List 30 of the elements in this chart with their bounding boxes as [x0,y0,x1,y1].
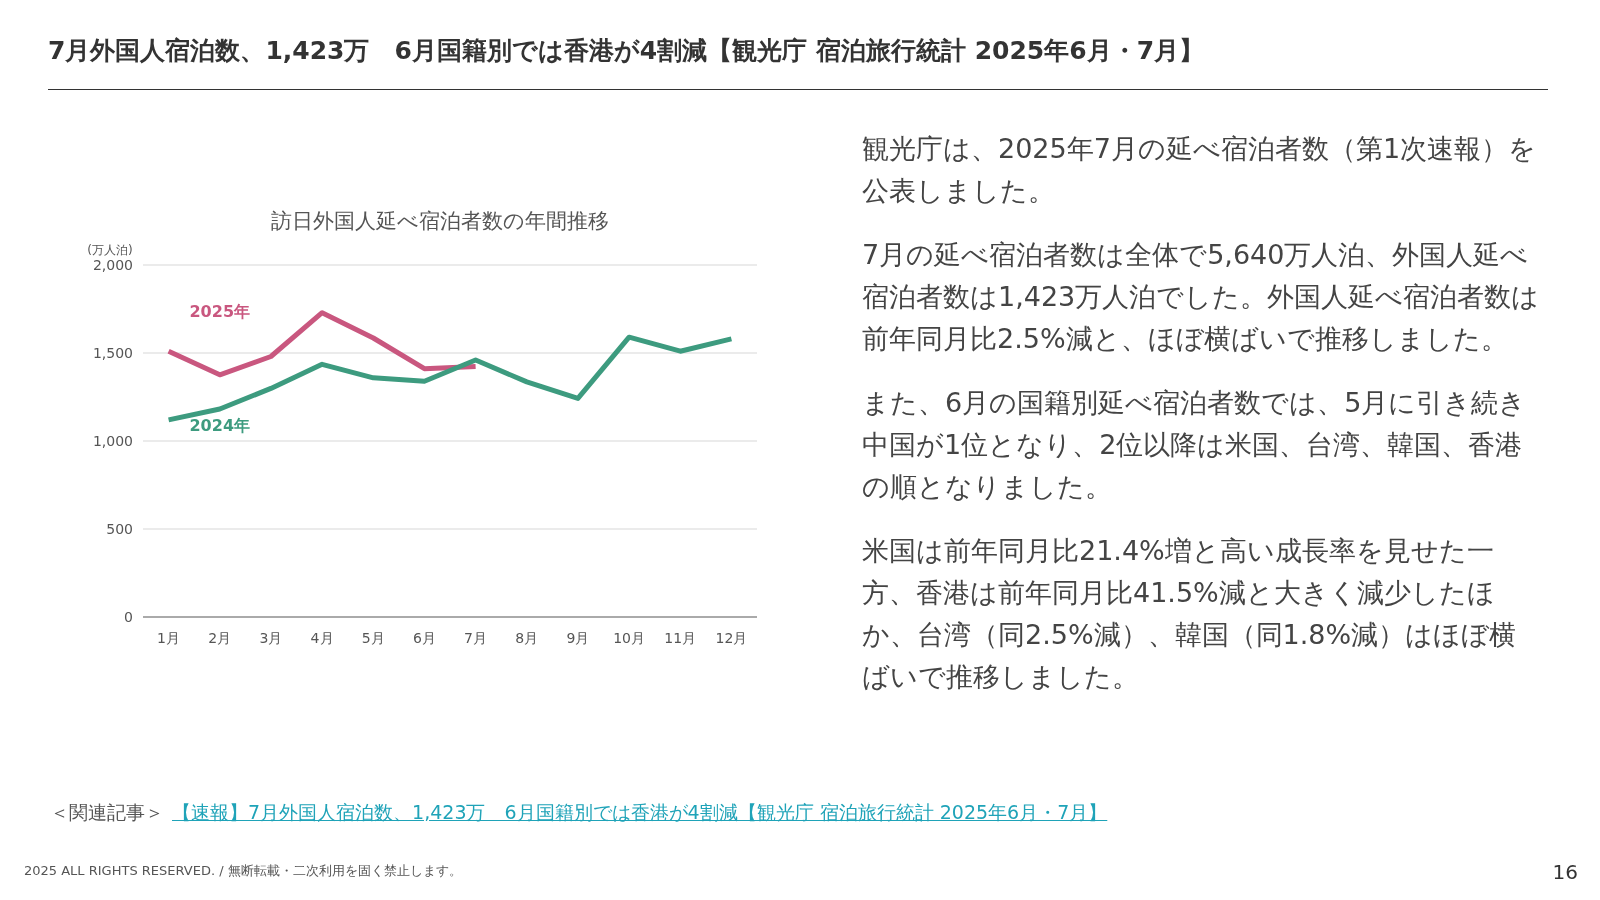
x-tick-label: 2月 [208,630,232,646]
text: 16 [1552,860,1578,884]
text: 2025年 [189,301,251,321]
x-tick-label: 5月 [361,630,385,646]
x-tick-label: 3月 [259,630,283,646]
y-tick-label: 0 [124,609,133,625]
x-tick-label: 9月 [566,630,590,646]
y-tick-label: 1,000 [92,433,133,449]
text: 2025 ALL RIGHTS RESERVED. / 無断転載・二次利用を固く禁止します。 [24,862,462,880]
text: 7月外国人宿泊数、1,423万 6月国籍別では香港が4割減【観光庁 宿泊旅行統計 2025年6月・7月】 [48,35,1205,67]
text: 7月の延べ宿泊者数は全体で5,640万人泊、外国人延べ宿泊者数は1,423万人泊でした。外国人延べ宿泊者数は前年同月比2.5%減と、ほぼ横ばいで推移しました。 [862,238,1541,356]
x-tick-label: 4月 [310,630,334,646]
x-tick-label: 12月 [715,630,748,646]
x-tick-label: 10月 [613,630,645,646]
text: 観光庁は、2025年7月の延べ宿泊者数（第1次速報）を公表しました。 [862,132,1538,208]
y-axis-title: (万人泊) [87,243,133,257]
x-tick-label: 1月 [157,630,181,646]
x-tick-label: 6月 [412,630,436,646]
text: 米国は前年同月比21.4%増と高い成長率を見せた一方、香港は前年同月比41.5%減と大きく減少したほか、台湾（同2.5%減）、韓国（同1.8%減）はほぼ横ばいで推移しました。 [862,534,1518,694]
x-tick-label: 7月 [464,630,488,646]
series-label: 2024年 [189,415,251,435]
text: また、6月の国籍別延べ宿泊者数では、5月に引き続き中国が1位となり、2位以降は米国、台湾、韓国、香港の順となりました。 [862,386,1528,504]
y-tick-label: 1,500 [92,345,133,361]
text: 【速報】7月外国人宿泊数、1,423万 6月国籍別では香港が4割減【観光庁 宿泊旅行統計 2025年6月・7月】 [172,801,1108,823]
x-tick-label: 8月 [515,630,539,646]
chart-title: 訪日外国人延べ宿泊者数の年間推移 [271,209,609,233]
y-tick-label: 500 [106,521,133,537]
text: ＜関連記事＞ [50,801,164,823]
y-tick-label: 2,000 [92,257,133,273]
x-tick-label: 11月 [664,630,697,646]
